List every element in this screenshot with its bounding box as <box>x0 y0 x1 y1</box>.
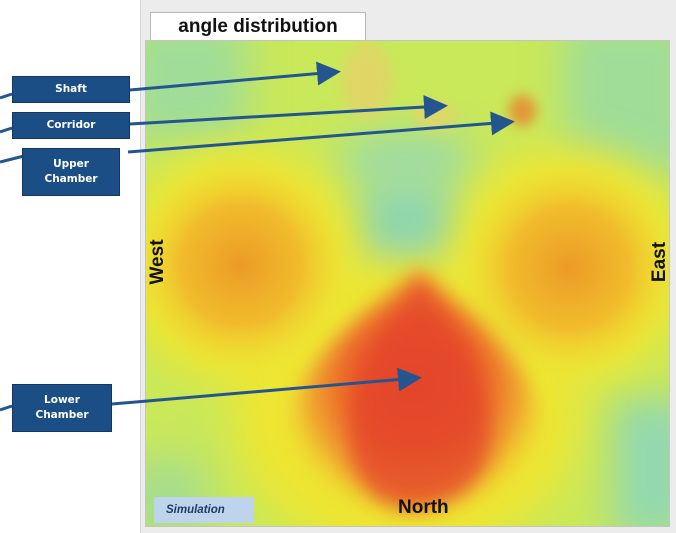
callout-lower-chamber-line1: Lower <box>44 393 80 406</box>
callout-corridor: Corridor <box>12 112 130 139</box>
axis-label-east: East <box>649 241 670 283</box>
tab-angle-distribution[interactable]: angle distribution <box>150 12 366 40</box>
callout-upper-chamber-line2: Chamber <box>44 173 98 185</box>
heatmap-plot <box>145 40 670 527</box>
simulation-badge: Simulation <box>154 497 254 523</box>
corridor-leader <box>0 126 13 134</box>
heatmap-image <box>146 41 669 526</box>
callout-shaft-label: Shaft <box>55 82 87 95</box>
callout-lower-chamber: Lower Chamber <box>12 384 112 432</box>
upper-chamber-leader <box>0 154 25 164</box>
callout-shaft: Shaft <box>12 76 130 103</box>
lower-chamber-leader <box>0 404 13 412</box>
axis-label-west: West <box>147 239 168 285</box>
callout-lower-chamber-line2: Chamber <box>35 409 89 421</box>
shaft-leader <box>0 92 13 100</box>
callout-upper-chamber-line1: Upper <box>53 157 89 170</box>
axis-label-north: North <box>398 497 449 518</box>
callout-upper-chamber: Upper Chamber <box>22 148 120 196</box>
callout-corridor-label: Corridor <box>46 118 96 131</box>
